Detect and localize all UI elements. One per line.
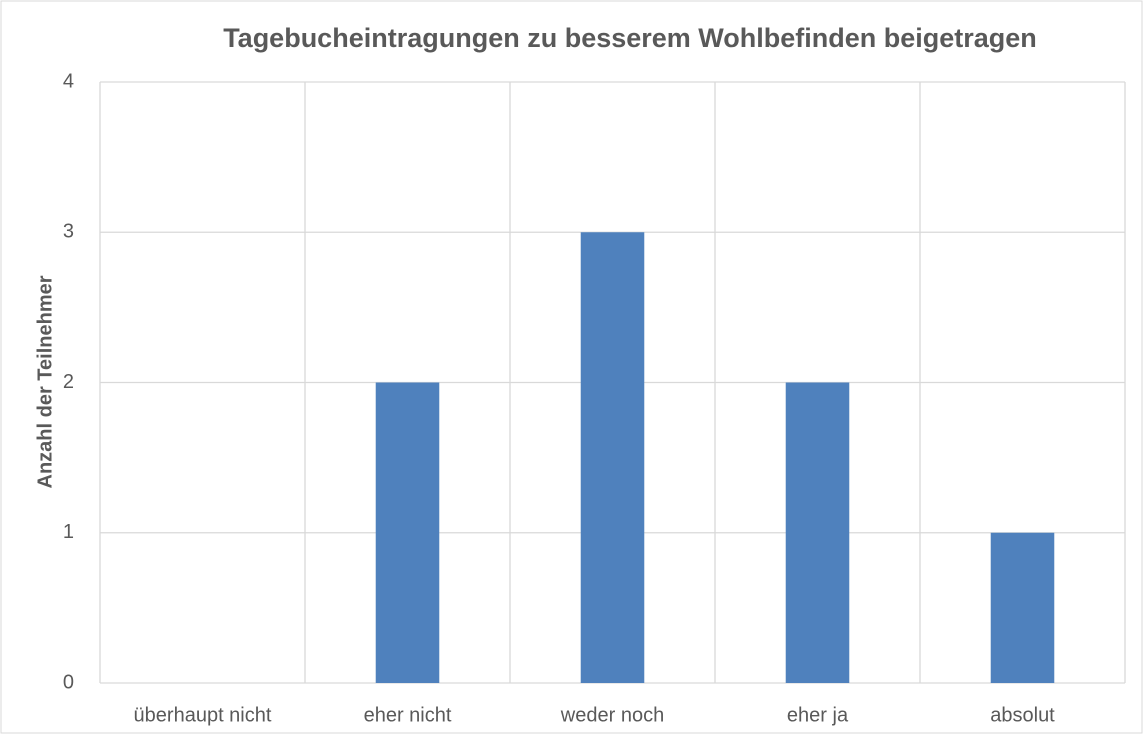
y-tick-label: 0: [63, 671, 74, 693]
x-tick-label: absolut: [990, 704, 1055, 726]
y-tick-label: 2: [63, 371, 74, 393]
y-tick-label: 1: [63, 521, 74, 543]
y-tick-label: 3: [63, 221, 74, 243]
bar: [375, 382, 440, 683]
y-tick-label: 4: [63, 70, 74, 92]
x-tick-label: überhaupt nicht: [134, 704, 272, 726]
chart-title: Tagebucheintragungen zu besserem Wohlbef…: [223, 23, 1037, 53]
bar: [580, 232, 645, 683]
x-tick-label: eher nicht: [364, 704, 452, 726]
x-tick-label: eher ja: [787, 704, 849, 726]
x-tick-label: weder noch: [560, 704, 664, 726]
bar: [990, 532, 1055, 683]
bar: [785, 382, 850, 683]
y-axis-label: Anzahl der Teilnehmer: [34, 275, 56, 488]
